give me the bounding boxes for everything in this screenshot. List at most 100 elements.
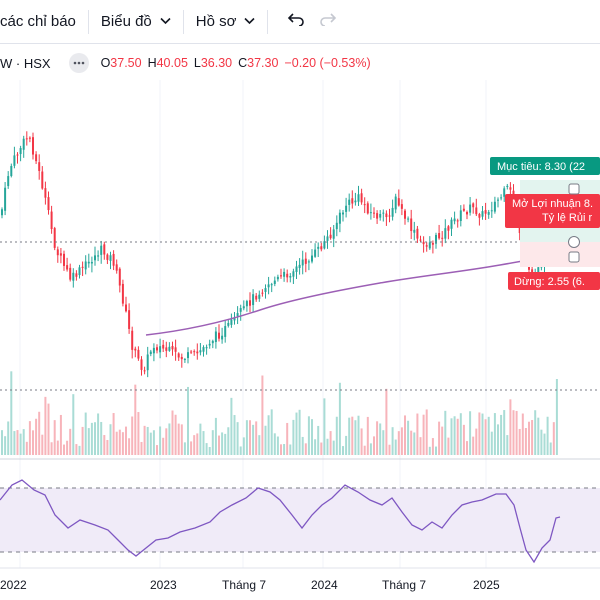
chart-menu-button[interactable]: Biểu đồ	[101, 0, 171, 44]
high-value: 40.05	[156, 56, 188, 70]
candle-body	[221, 335, 224, 340]
candle-body	[214, 331, 217, 343]
candle-body	[227, 322, 230, 326]
chart-menu-label: Biểu đồ	[100, 13, 152, 30]
candle-body	[249, 300, 251, 306]
volume-bar	[236, 422, 239, 455]
profit-label-line1: Mở Lợi nhuận 8.	[512, 198, 593, 210]
volume-bar	[199, 423, 202, 455]
candle-body	[459, 210, 462, 222]
volume-bar	[162, 437, 165, 455]
symbol-name[interactable]: W · HSX	[0, 55, 51, 71]
volume-bar	[555, 379, 558, 455]
entry-handle[interactable]	[568, 236, 580, 248]
volume-bar	[329, 431, 332, 455]
volume-bar	[171, 410, 174, 455]
candle-body	[69, 267, 72, 280]
candle-body	[171, 346, 174, 350]
volume-bar	[19, 433, 22, 455]
volume-bar	[249, 420, 251, 455]
volume-bar	[100, 421, 103, 455]
candle-body	[481, 211, 484, 217]
candle-body	[456, 220, 459, 222]
volume-bar	[187, 386, 189, 455]
undo-button[interactable]	[280, 6, 312, 38]
indicators-button[interactable]: các chỉ báo	[0, 0, 76, 44]
volume-bar	[267, 415, 270, 455]
profile-menu-button[interactable]: Hồ sơ	[196, 0, 256, 44]
candle-body	[354, 200, 357, 203]
candle-body	[152, 347, 155, 354]
volume-bar	[56, 440, 59, 455]
candle-body	[360, 193, 363, 203]
candle-body	[497, 199, 499, 201]
volume-bar	[438, 421, 441, 455]
volume-bar	[472, 436, 475, 455]
candle-body	[326, 236, 329, 241]
indicators-label: các chỉ báo	[0, 13, 76, 30]
candle-body	[149, 351, 152, 355]
candle-body	[416, 228, 419, 239]
candle-body	[162, 344, 165, 349]
stop-handle[interactable]	[568, 251, 580, 263]
candle-body	[363, 204, 366, 206]
rsi-band	[0, 488, 600, 552]
chevron-down-icon	[160, 16, 171, 28]
volume-bar	[484, 419, 487, 455]
candle-body	[236, 313, 239, 317]
volume-bar	[410, 430, 413, 455]
target-handle[interactable]	[568, 183, 580, 195]
volume-bar	[376, 421, 379, 455]
candle-body	[329, 234, 332, 239]
volume-bar	[13, 431, 16, 455]
profile-menu-label: Hồ sơ	[195, 13, 237, 30]
volume-bar	[1, 430, 3, 455]
candle-body	[156, 347, 158, 351]
volume-bar	[369, 443, 372, 455]
candle-body	[369, 212, 372, 214]
candle-body	[348, 199, 351, 205]
open-value: 37.50	[110, 56, 142, 70]
volume-bar	[289, 444, 292, 455]
candle-body	[382, 212, 385, 214]
redo-button[interactable]	[312, 6, 344, 38]
candle-body	[366, 203, 369, 214]
volume-bar	[255, 421, 258, 455]
candle-body	[509, 187, 512, 190]
candle-body	[304, 258, 307, 264]
volume-bar	[276, 436, 279, 455]
volume-bar	[435, 446, 437, 455]
volume-bar	[453, 416, 456, 455]
volume-bar	[295, 412, 298, 455]
candle-body	[376, 213, 379, 219]
volume-bar	[428, 446, 431, 455]
settings-dots-icon[interactable]	[68, 53, 89, 73]
volume-bar	[112, 413, 115, 455]
volume-bar	[400, 427, 403, 455]
volume-bar	[149, 432, 152, 455]
candle-body	[242, 306, 245, 309]
volume-bar	[106, 440, 109, 455]
candle-body	[469, 204, 472, 213]
candle-body	[199, 350, 202, 353]
long-position-tool[interactable]: Mục tiêu: 8.30 (22 Mở Lợi nhuận 8. Tỷ lệ…	[490, 157, 600, 290]
volume-bar	[242, 437, 245, 455]
time-axis[interactable]: 2022 2023 Tháng 7 2024 Tháng 7 2025	[0, 578, 500, 592]
candle-body	[431, 242, 434, 245]
volume-bar	[320, 442, 323, 455]
candle-body	[490, 210, 493, 212]
candle-body	[59, 253, 62, 256]
stop-label: Dừng: 2.55 (6.	[514, 276, 585, 288]
rsi-line	[0, 479, 561, 564]
volume-bar	[90, 422, 93, 455]
volume-bar	[431, 438, 434, 455]
volume-bar	[531, 420, 534, 455]
volume-bar	[118, 429, 121, 455]
volume-bar	[78, 445, 81, 455]
volume-bar	[177, 423, 180, 455]
volume-bar	[521, 413, 524, 455]
volume-bar	[35, 418, 38, 455]
candle-body	[484, 210, 487, 214]
candle-body	[391, 207, 394, 217]
